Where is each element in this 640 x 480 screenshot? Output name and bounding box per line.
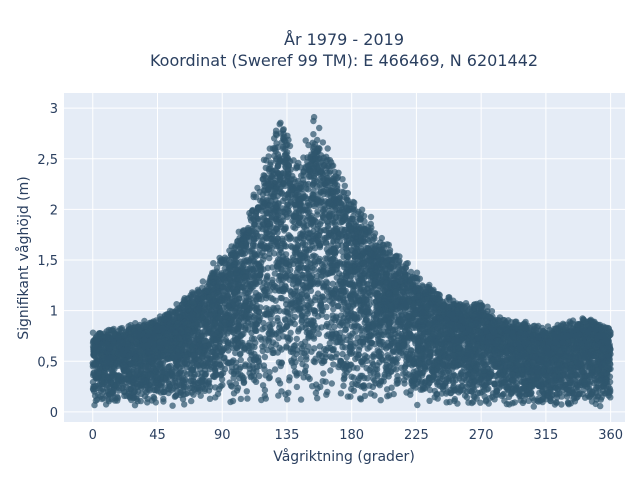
scatter-point xyxy=(315,330,322,338)
scatter-point xyxy=(525,397,532,404)
scatter-point xyxy=(261,252,268,260)
scatter-point xyxy=(300,154,307,161)
scatter-point xyxy=(237,356,244,364)
scatter-point xyxy=(89,329,97,336)
scatter-point xyxy=(329,280,336,287)
scatter-point xyxy=(316,124,323,132)
scatter-points xyxy=(89,113,614,410)
scatter-point xyxy=(272,127,280,134)
scatter-point xyxy=(236,351,244,358)
scatter-point xyxy=(160,398,167,405)
scatter-point xyxy=(349,330,356,337)
scatter-point xyxy=(305,141,312,149)
scatter-point xyxy=(293,383,301,391)
scatter-point xyxy=(324,145,331,152)
scatter-point xyxy=(337,390,345,397)
scatter-point xyxy=(91,401,98,409)
scatter-point xyxy=(367,213,375,221)
scatter-point xyxy=(320,370,327,377)
scatter-point xyxy=(259,382,267,389)
scatter-point xyxy=(266,281,273,289)
scatter-point xyxy=(327,367,334,374)
scatter-point xyxy=(271,135,278,142)
chart-title-line-1: År 1979 - 2019 xyxy=(284,30,404,49)
scatter-point xyxy=(275,377,282,384)
scatter-point xyxy=(530,403,537,410)
scatter-point xyxy=(210,260,217,267)
scatter-point xyxy=(488,308,496,315)
scatter-point xyxy=(348,373,355,380)
scatter-point xyxy=(214,390,222,398)
scatter-point xyxy=(246,248,253,255)
scatter-point xyxy=(271,366,279,373)
scatter-point xyxy=(328,380,335,387)
chart-title-line-2: Koordinat (Sweref 99 TM): E 466469, N 62… xyxy=(150,51,538,70)
scatter-point xyxy=(414,401,421,409)
scatter-point xyxy=(339,188,346,196)
scatter-point xyxy=(275,334,282,342)
scatter-point xyxy=(491,396,498,403)
scatter-point xyxy=(311,244,319,252)
scatter-point xyxy=(232,349,239,357)
scatter-point xyxy=(275,392,282,399)
scatter-point xyxy=(520,397,528,405)
scatter-point xyxy=(181,401,188,408)
scatter-point xyxy=(347,393,354,400)
scatter-point xyxy=(244,395,251,402)
scatter-point xyxy=(367,390,374,397)
scatter-point xyxy=(261,386,269,394)
scatter-point xyxy=(285,389,292,396)
scatter-point xyxy=(331,323,338,330)
scatter-point xyxy=(297,396,305,403)
scatter-point xyxy=(269,276,276,283)
scatter-point xyxy=(558,401,565,408)
scatter-point xyxy=(266,145,273,152)
scatter-point xyxy=(243,388,250,395)
scatter-point xyxy=(477,399,484,406)
scatter-point xyxy=(301,369,309,376)
scatter-point xyxy=(256,372,263,380)
scatter-point xyxy=(310,131,317,138)
